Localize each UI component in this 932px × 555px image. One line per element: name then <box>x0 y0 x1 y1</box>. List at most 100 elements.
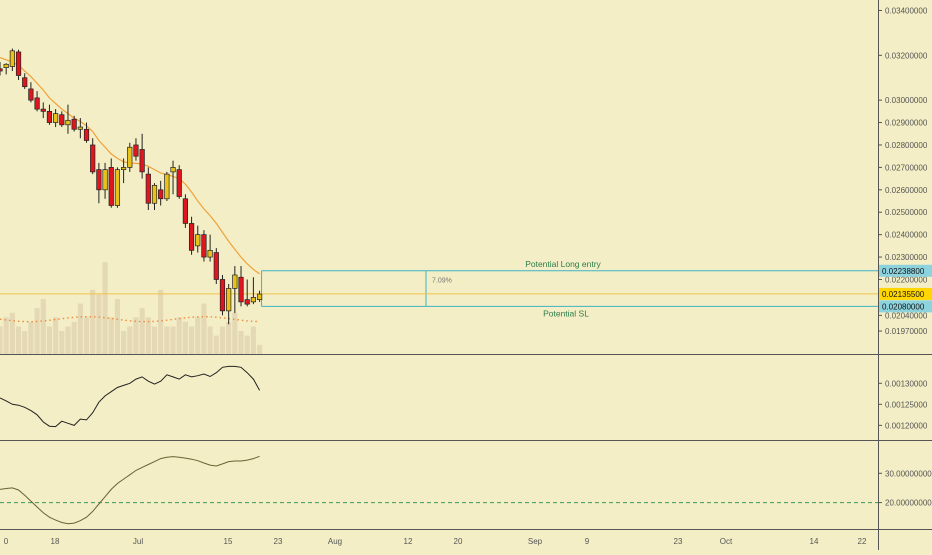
candle-body <box>22 77 28 88</box>
candle-body <box>15 51 22 76</box>
volume-bar <box>28 321 34 354</box>
volume-bar <box>90 289 96 354</box>
price-tick-label: 0.01970000 <box>885 327 928 336</box>
candle-body <box>207 249 213 258</box>
candle <box>201 230 207 262</box>
candle-body <box>244 299 250 305</box>
candle <box>238 266 244 307</box>
price-axis[interactable]: 0.03400000 0.03200000 0.03000000 0.02900000… <box>878 6 932 508</box>
time-tick-label: 12 <box>404 537 413 546</box>
indicator-1-pane <box>0 365 261 428</box>
candle <box>40 102 46 119</box>
stop-loss-badge-text: 0.02080000 <box>882 302 925 311</box>
candle-body <box>232 274 238 289</box>
candle <box>219 274 226 316</box>
long-entry-label: Potential Long entry <box>525 259 601 269</box>
price-tick-label: 0.02800000 <box>885 141 928 150</box>
volume-bar <box>59 331 65 354</box>
volume-bar <box>176 317 182 354</box>
time-tick-label: Jul <box>133 537 143 546</box>
long-entry-badge-text: 0.02238800 <box>882 267 925 276</box>
candle <box>15 49 22 80</box>
candle <box>226 283 232 325</box>
price-tick-label: 0.02400000 <box>885 231 928 240</box>
stop-loss-label: Potential SL <box>543 308 589 318</box>
candle <box>102 162 108 199</box>
candle <box>108 158 114 208</box>
candle <box>59 111 65 128</box>
candle-body <box>219 279 226 312</box>
candle-body <box>77 126 83 130</box>
trade-zones <box>0 270 878 307</box>
candle-body <box>53 113 59 123</box>
candle-body <box>188 223 195 251</box>
volume-bar <box>46 326 52 354</box>
candle <box>139 133 145 179</box>
time-axis[interactable]: 0 18 Jul 15 23 Aug 12 20 Sep 9 23 Oct 14 22 <box>4 537 867 546</box>
candle <box>127 142 133 172</box>
candle <box>195 225 201 253</box>
candle-body <box>96 169 102 191</box>
time-tick-label: 0 <box>4 537 9 546</box>
price-tick-label: 0.03200000 <box>885 51 928 60</box>
volume-bar <box>226 321 232 354</box>
candle <box>145 167 151 210</box>
candle <box>3 63 9 75</box>
last-price-badge-bg <box>879 287 932 300</box>
candle-body <box>170 167 176 173</box>
candle-body <box>158 189 164 200</box>
candle-body <box>127 146 133 168</box>
stop-loss-badge-bg <box>879 300 932 313</box>
volume-bars <box>0 262 263 354</box>
candle <box>120 158 127 184</box>
price-tick-label: 0.02040000 <box>885 311 928 320</box>
candle <box>170 160 176 195</box>
volume-bar <box>219 326 226 354</box>
indicator-2-tick-label: 20.00000000 <box>885 499 932 508</box>
last-price-badge-text: 0.02135500 <box>882 290 925 299</box>
indicator-2-pane <box>0 455 878 525</box>
candle <box>77 118 83 139</box>
volume-bar <box>114 299 120 354</box>
indicator-1-tick-label: 0.00125000 <box>885 400 928 409</box>
candle-body <box>83 128 90 141</box>
candle-body <box>34 97 40 110</box>
range-percent-label: 7.09% <box>432 278 452 285</box>
stop-loss-badge: 0.02080000 <box>879 300 932 313</box>
volume-bar <box>77 303 83 354</box>
price-tick-label: 0.02200000 <box>885 275 928 284</box>
volume-bar <box>151 326 158 354</box>
time-tick-label: 18 <box>51 537 60 546</box>
volume-bar <box>9 312 15 354</box>
candle <box>164 171 170 202</box>
indicator-2-tick-label: 30.00000000 <box>885 469 932 478</box>
price-tick-label: 0.02300000 <box>885 253 928 262</box>
candle <box>182 194 188 228</box>
candle-body <box>108 167 114 206</box>
volume-bar <box>71 321 77 354</box>
candle-body <box>71 118 77 130</box>
candle-body <box>40 108 46 112</box>
volume-bar <box>158 289 164 354</box>
candle <box>83 122 90 143</box>
indicator-1-line <box>0 365 261 428</box>
volume-bar <box>182 321 188 354</box>
volume-bar <box>108 317 114 354</box>
volume-bar <box>232 312 238 354</box>
time-tick-label: 14 <box>810 537 819 546</box>
price-tick-label: 0.03400000 <box>885 6 928 15</box>
volume-bar <box>170 326 176 354</box>
candle <box>232 266 238 314</box>
candle-body <box>3 63 9 68</box>
candle-body <box>120 167 127 170</box>
candle-body <box>102 169 108 191</box>
volume-bar <box>40 299 46 354</box>
volume-bar <box>127 326 133 354</box>
volume-bar <box>195 317 201 354</box>
candle <box>0 62 3 76</box>
candle <box>90 138 96 175</box>
time-tick-label: 9 <box>585 537 590 546</box>
candle <box>133 138 139 161</box>
